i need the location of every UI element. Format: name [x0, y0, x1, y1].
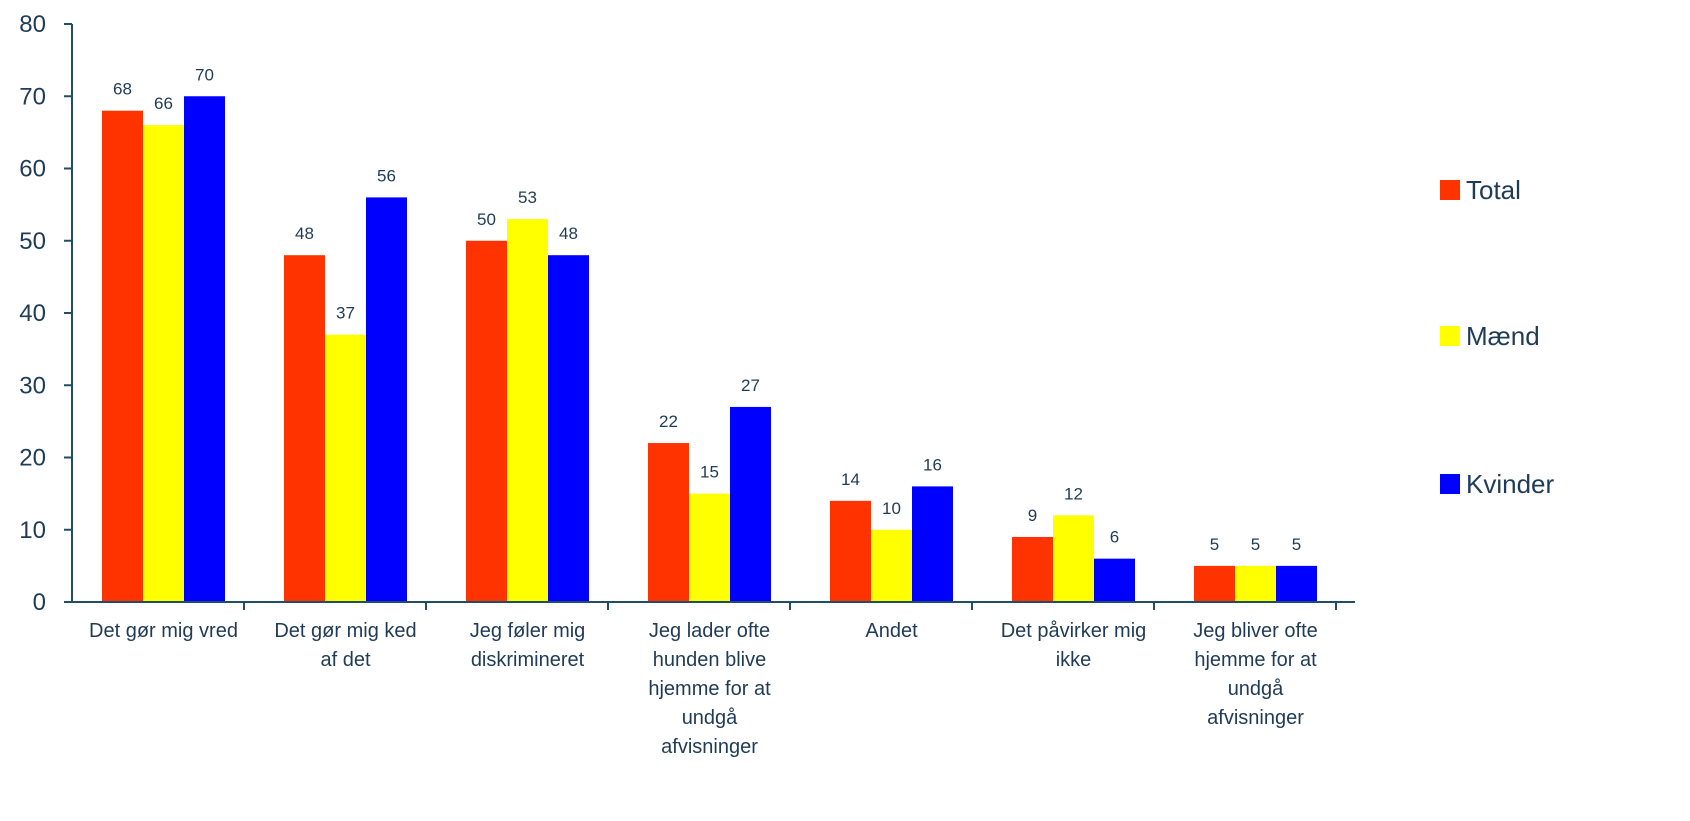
data-label: 5: [1210, 535, 1219, 554]
y-tick-label: 80: [19, 11, 46, 38]
x-category-label: Jeg lader ofte hunden blive hjemme for at u…: [648, 620, 771, 758]
bar-mænd-4: [871, 529, 912, 602]
x-category-label: Andet: [865, 620, 918, 642]
bar-kvinder-6: [1276, 565, 1317, 602]
data-label: 15: [700, 463, 719, 482]
bar-kvinder-5: [1094, 558, 1135, 602]
data-label: 5: [1251, 535, 1260, 554]
bar-total-0: [102, 110, 143, 602]
data-label: 27: [741, 376, 760, 395]
data-label: 14: [841, 470, 860, 489]
x-category-label-line: Det gør mig vred: [89, 620, 238, 642]
data-label: 68: [113, 80, 132, 99]
bar-total-3: [648, 443, 689, 602]
bar-mænd-5: [1053, 515, 1094, 602]
y-axis-ticks: 0 10 20 30 40 50 60 70 80: [19, 11, 72, 616]
legend-label: Kvinder: [1466, 469, 1554, 499]
x-category-label-line: Det påvirker mig: [1001, 620, 1147, 642]
data-label: 9: [1028, 506, 1037, 525]
x-category-label-line: Jeg føler mig: [470, 620, 586, 642]
x-category-label-line: undgå: [682, 707, 738, 729]
x-category-label-line: af det: [320, 649, 370, 671]
x-category-label: Det gør mig ked af det: [274, 620, 416, 671]
x-axis-category-labels: Det gør mig vred Det gør mig ked af det Jeg…: [89, 620, 1318, 758]
x-category-label-line: hjemme for at: [1194, 649, 1317, 671]
bar-total-2: [466, 240, 507, 602]
x-category-label-line: undgå: [1228, 678, 1284, 700]
bar-total-1: [284, 255, 325, 602]
data-label: 5: [1292, 535, 1301, 554]
data-label: 12: [1064, 484, 1083, 503]
x-category-label: Det gør mig vred: [89, 620, 238, 642]
data-label: 66: [154, 94, 173, 113]
legend-label: Mænd: [1466, 321, 1540, 351]
bar-total-4: [830, 500, 871, 602]
x-category-label-line: Andet: [865, 620, 918, 642]
y-tick-label: 50: [19, 228, 46, 255]
legend-label: Total: [1466, 175, 1521, 205]
legend: Total Mænd Kvinder: [1440, 175, 1554, 499]
x-category-label-line: diskrimineret: [471, 649, 585, 671]
data-label: 10: [882, 499, 901, 518]
x-category-label-line: ikke: [1056, 649, 1092, 671]
bar-kvinder-4: [912, 486, 953, 602]
bar-mænd-6: [1235, 565, 1276, 602]
x-category-label-line: Jeg bliver ofte: [1193, 620, 1318, 642]
y-tick-label: 10: [19, 517, 46, 544]
data-label: 22: [659, 412, 678, 431]
bar-kvinder-0: [184, 96, 225, 602]
bar-kvinder-2: [548, 255, 589, 602]
bar-total-5: [1012, 536, 1053, 602]
data-label: 6: [1110, 528, 1119, 547]
data-label: 50: [477, 210, 496, 229]
data-labels-layer: 68 66 70 48 37 56 50 53 48 22 15 27 14 10 16 9 12 6 5 5 5: [113, 65, 1301, 554]
y-tick-label: 60: [19, 156, 46, 183]
data-label: 70: [195, 65, 214, 84]
data-label: 56: [377, 166, 396, 185]
data-label: 48: [295, 224, 314, 243]
bar-mænd-0: [143, 125, 184, 603]
x-category-label-line: afvisninger: [661, 736, 758, 758]
legend-swatch: [1440, 326, 1460, 346]
x-category-label: Jeg bliver ofte hjemme for at undgå afvisni…: [1193, 620, 1318, 729]
bar-mænd-2: [507, 219, 548, 602]
bar-kvinder-1: [366, 197, 407, 602]
data-label: 53: [518, 188, 537, 207]
x-category-label: Jeg føler mig diskrimineret: [470, 620, 586, 671]
x-category-label-line: hunden blive: [653, 649, 766, 671]
x-category-label-line: Det gør mig ked: [274, 620, 416, 642]
bar-mænd-1: [325, 334, 366, 602]
legend-swatch: [1440, 474, 1460, 494]
bar-total-6: [1194, 565, 1235, 602]
legend-swatch: [1440, 180, 1460, 200]
x-category-label-line: hjemme for at: [648, 678, 771, 700]
x-category-label: Det påvirker mig ikke: [1001, 620, 1147, 671]
y-tick-label: 40: [19, 300, 46, 327]
x-category-label-line: afvisninger: [1207, 707, 1304, 729]
bar-mænd-3: [689, 493, 730, 602]
y-tick-label: 70: [19, 83, 46, 110]
bars-layer: [102, 96, 1317, 603]
y-tick-label: 0: [33, 589, 46, 616]
data-label: 16: [923, 455, 942, 474]
y-tick-label: 20: [19, 445, 46, 472]
data-label: 37: [336, 304, 355, 323]
x-category-label-line: Jeg lader ofte: [649, 620, 770, 642]
bar-kvinder-3: [730, 406, 771, 602]
data-label: 48: [559, 224, 578, 243]
y-tick-label: 30: [19, 372, 46, 399]
